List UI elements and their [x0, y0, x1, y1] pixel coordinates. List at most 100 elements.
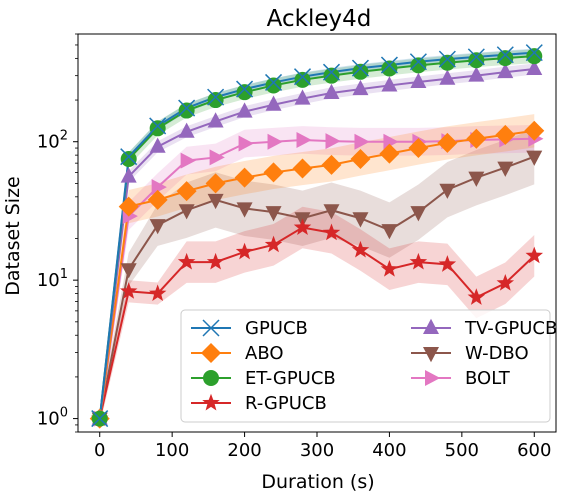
point-gpucb-stroke	[207, 88, 225, 106]
point-abo	[176, 181, 197, 202]
point-tv-gpucb	[236, 102, 253, 118]
chart-title: Ackley4d	[267, 6, 372, 32]
point-gpucb-stroke	[380, 56, 398, 74]
point-et-gpucb	[149, 120, 166, 137]
point-w-dbo	[236, 202, 253, 218]
point-gpucb-stroke	[409, 53, 427, 71]
x-tick-label: 600	[517, 440, 551, 461]
legend-marker-tv-gpucb	[423, 318, 439, 334]
point-r-gpucb	[264, 235, 283, 253]
point-tv-gpucb	[497, 62, 514, 79]
legend-box	[180, 309, 551, 423]
point-gpucb-stroke	[293, 68, 312, 86]
point-w-dbo	[149, 219, 166, 235]
point-w-dbo	[352, 212, 369, 228]
line-w-dbo	[98, 155, 535, 419]
y-axis-title: Dataset Size	[2, 176, 24, 295]
point-gpucb-stroke	[236, 80, 254, 98]
legend-label-w-dbo: W-DBO	[465, 343, 529, 364]
line-r-gpucb	[98, 226, 535, 419]
point-abo	[524, 120, 545, 141]
series-lines	[98, 51, 535, 419]
legend-marker-gpucb	[202, 319, 220, 337]
x-tick-label: 500	[445, 440, 479, 461]
band-abo	[99, 114, 535, 426]
legend-label-et-gpucb: ET-GPUCB	[245, 368, 336, 389]
point-w-dbo	[381, 224, 398, 240]
legend-marker-r-gpucb	[202, 393, 220, 411]
point-gpucb-stroke	[496, 46, 514, 64]
point-et-gpucb	[236, 84, 253, 101]
point-gpucb	[351, 59, 369, 77]
point-et-gpucb	[410, 57, 427, 74]
point-gpucb-stroke	[265, 73, 283, 91]
y-tick-label: 100	[37, 406, 68, 430]
legend-marker-et-gpucb	[203, 370, 219, 386]
point-abo	[292, 158, 313, 179]
point-r-gpucb	[496, 274, 515, 291]
point-tv-gpucb	[120, 167, 137, 183]
point-w-dbo	[439, 183, 456, 199]
legend-marker-abo	[201, 343, 221, 363]
point-tv-gpucb	[207, 112, 224, 128]
x-axis: 0 100 200 300 400 500 600	[94, 432, 551, 461]
legend-label-gpucb: GPUCB	[245, 318, 308, 339]
point-gpucb	[467, 48, 485, 66]
point-bolt	[296, 131, 312, 148]
point-et-gpucb	[265, 77, 282, 94]
point-gpucb	[178, 99, 196, 117]
x-tick-label: 0	[94, 440, 105, 461]
point-gpucb	[120, 148, 138, 166]
point-gpucb	[207, 88, 225, 106]
legend-label-r-gpucb: R-GPUCB	[245, 393, 327, 414]
point-bolt	[209, 149, 225, 166]
point-gpucb-stroke	[322, 63, 341, 81]
point-w-dbo	[323, 204, 340, 220]
point-r-gpucb	[351, 240, 370, 258]
point-tv-gpucb	[439, 69, 456, 85]
point-r-gpucb	[293, 218, 312, 235]
point-w-dbo	[410, 206, 427, 222]
point-gpucb	[409, 53, 427, 71]
point-w-dbo	[265, 206, 282, 222]
point-et-gpucb	[207, 92, 224, 109]
point-r-gpucb	[467, 288, 486, 305]
series-markers	[89, 44, 545, 429]
line-gpucb	[98, 51, 535, 419]
line-abo	[98, 129, 535, 419]
point-gpucb-stroke	[351, 59, 369, 77]
point-et-gpucb	[468, 52, 485, 69]
point-abo	[379, 143, 400, 164]
point-gpucb	[496, 46, 514, 64]
point-gpucb-stroke	[120, 148, 138, 166]
point-abo	[437, 132, 458, 153]
point-tv-gpucb	[323, 83, 340, 99]
point-r-gpucb	[148, 284, 167, 302]
point-r-gpucb	[525, 246, 544, 264]
y-axis: 100 101 102	[37, 33, 78, 433]
point-bolt	[238, 135, 254, 152]
x-axis-title: Duration (s)	[261, 471, 374, 493]
point-tv-gpucb	[381, 76, 398, 92]
legend-label-bolt: BOLT	[465, 368, 511, 389]
point-w-dbo	[178, 204, 195, 220]
point-abo	[495, 124, 516, 145]
point-r-gpucb	[177, 252, 196, 270]
point-tv-gpucb	[294, 89, 311, 105]
point-tv-gpucb	[352, 79, 369, 96]
point-gpucb	[236, 80, 254, 98]
point-w-dbo	[497, 161, 514, 177]
point-bolt	[383, 133, 399, 150]
point-r-gpucb	[322, 223, 341, 241]
point-bolt	[267, 133, 283, 150]
point-gpucb-stroke	[178, 99, 196, 117]
point-gpucb	[525, 44, 543, 62]
point-et-gpucb	[439, 54, 456, 71]
point-abo	[263, 162, 284, 183]
legend-marker-w-dbo	[423, 347, 439, 363]
point-tv-gpucb	[265, 95, 282, 111]
point-r-gpucb	[119, 282, 138, 299]
point-abo	[408, 138, 429, 159]
point-et-gpucb	[497, 50, 514, 67]
x-tick-label: 400	[372, 440, 406, 461]
